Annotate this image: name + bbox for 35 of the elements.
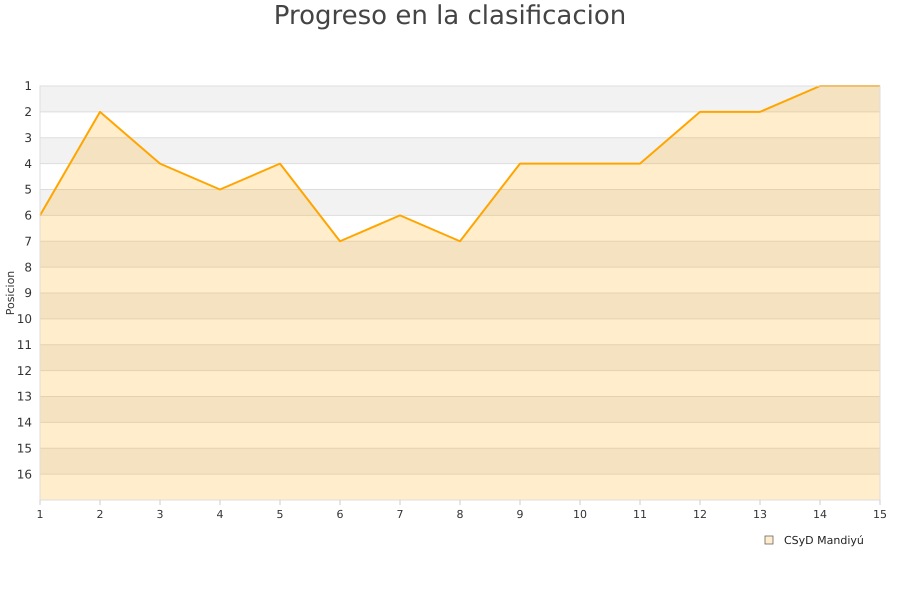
y-tick-label: 7: [24, 234, 32, 248]
x-tick-label: 11: [633, 508, 647, 521]
x-tick-label: 13: [753, 508, 767, 521]
y-tick-label: 14: [16, 416, 32, 430]
x-tick-label: 1: [36, 508, 44, 521]
y-tick-label: 12: [16, 364, 32, 378]
y-tick-label: 10: [16, 312, 32, 326]
y-tick-label: 2: [24, 105, 32, 120]
y-tick-label: 5: [24, 182, 32, 197]
x-tick-label: 14: [813, 508, 827, 521]
y-axis-title: Posicion: [4, 270, 17, 316]
x-tick-label: 8: [456, 508, 464, 521]
line-series: [39, 85, 881, 242]
chart-title: Progreso en la clasificacion: [274, 1, 626, 31]
y-tick-label: 11: [16, 338, 32, 352]
x-tick-label: 6: [336, 508, 344, 521]
y-tick-label: 3: [24, 130, 32, 145]
legend-label: CSyD Mandiyú: [784, 534, 864, 547]
x-tick-label: 4: [216, 508, 224, 521]
x-tick-label: 9: [516, 508, 524, 521]
x-tick-label: 10: [573, 508, 587, 521]
x-tick-label: 15: [873, 508, 887, 521]
y-tick-label: 1: [24, 79, 32, 94]
x-tick-label: 5: [276, 508, 284, 521]
y-tick-label: 4: [24, 156, 32, 171]
y-tick-label: 6: [24, 208, 32, 223]
y-tick-label: 9: [24, 286, 32, 300]
y-tick-label: 8: [24, 260, 32, 274]
x-tick-label: 12: [693, 508, 707, 521]
x-tick-label: 3: [156, 508, 164, 521]
x-tick-label: 7: [396, 508, 404, 521]
y-tick-label: 16: [16, 467, 32, 482]
x-tick-label: 2: [96, 508, 104, 521]
y-tick-label: 13: [16, 390, 32, 404]
y-tick-label: 15: [16, 441, 32, 456]
